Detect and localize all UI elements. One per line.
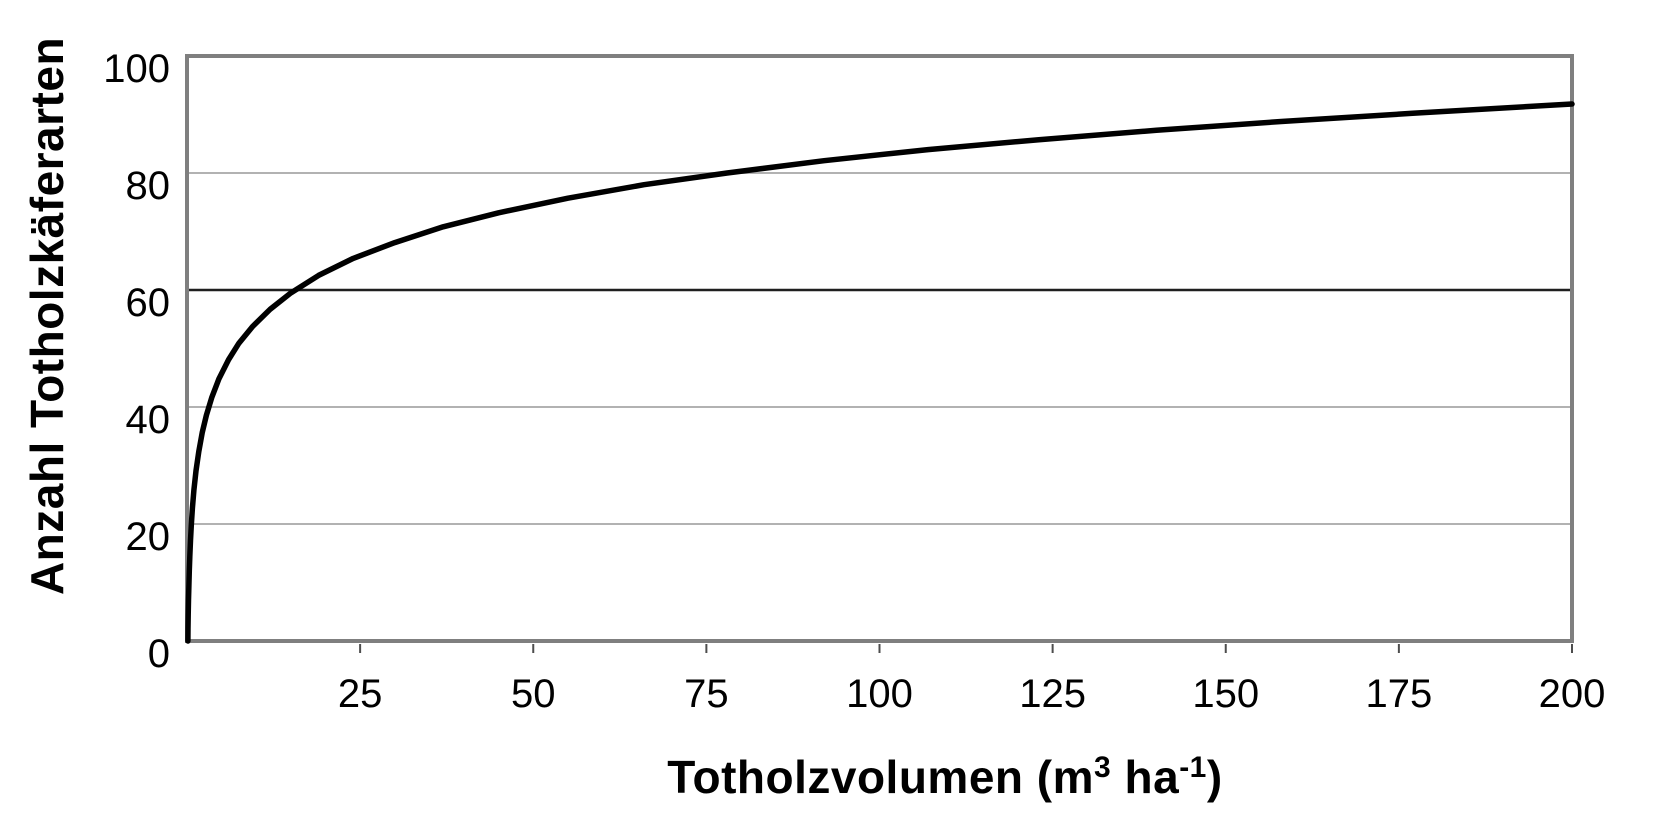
x-tick-label-150: 150	[1192, 672, 1260, 716]
y-tick-label-80: 80	[125, 164, 171, 208]
y-tick-label-0: 0	[147, 632, 170, 676]
x-tick-label-125: 125	[1019, 672, 1086, 716]
x-tick-label-50: 50	[511, 672, 556, 716]
x-tick-label-175: 175	[1365, 672, 1433, 716]
y-tick-label-100: 100	[103, 47, 170, 91]
x-tick-label-200: 200	[1538, 672, 1606, 716]
x-axis-title-superscript-3: 3	[1094, 751, 1112, 784]
x-tick-label-75: 75	[684, 672, 729, 716]
x-axis-title-text: Totholzvolumen (m	[667, 751, 1095, 803]
y-tick-label-60: 60	[125, 281, 171, 325]
x-axis-title: Totholzvolumen (m3 ha-1)	[667, 750, 1222, 804]
x-axis-title-text: ha	[1111, 751, 1180, 803]
x-axis-title-text: )	[1206, 751, 1223, 803]
y-tick-label-40: 40	[125, 398, 171, 442]
x-axis-title-superscript-minus1: -1	[1179, 751, 1207, 784]
species-richness-curve	[185, 101, 1575, 644]
plot-border	[185, 54, 1574, 643]
x-tick-label-25: 25	[337, 672, 383, 716]
y-tick-label-20: 20	[125, 515, 171, 559]
x-tick-label-100: 100	[846, 672, 913, 716]
